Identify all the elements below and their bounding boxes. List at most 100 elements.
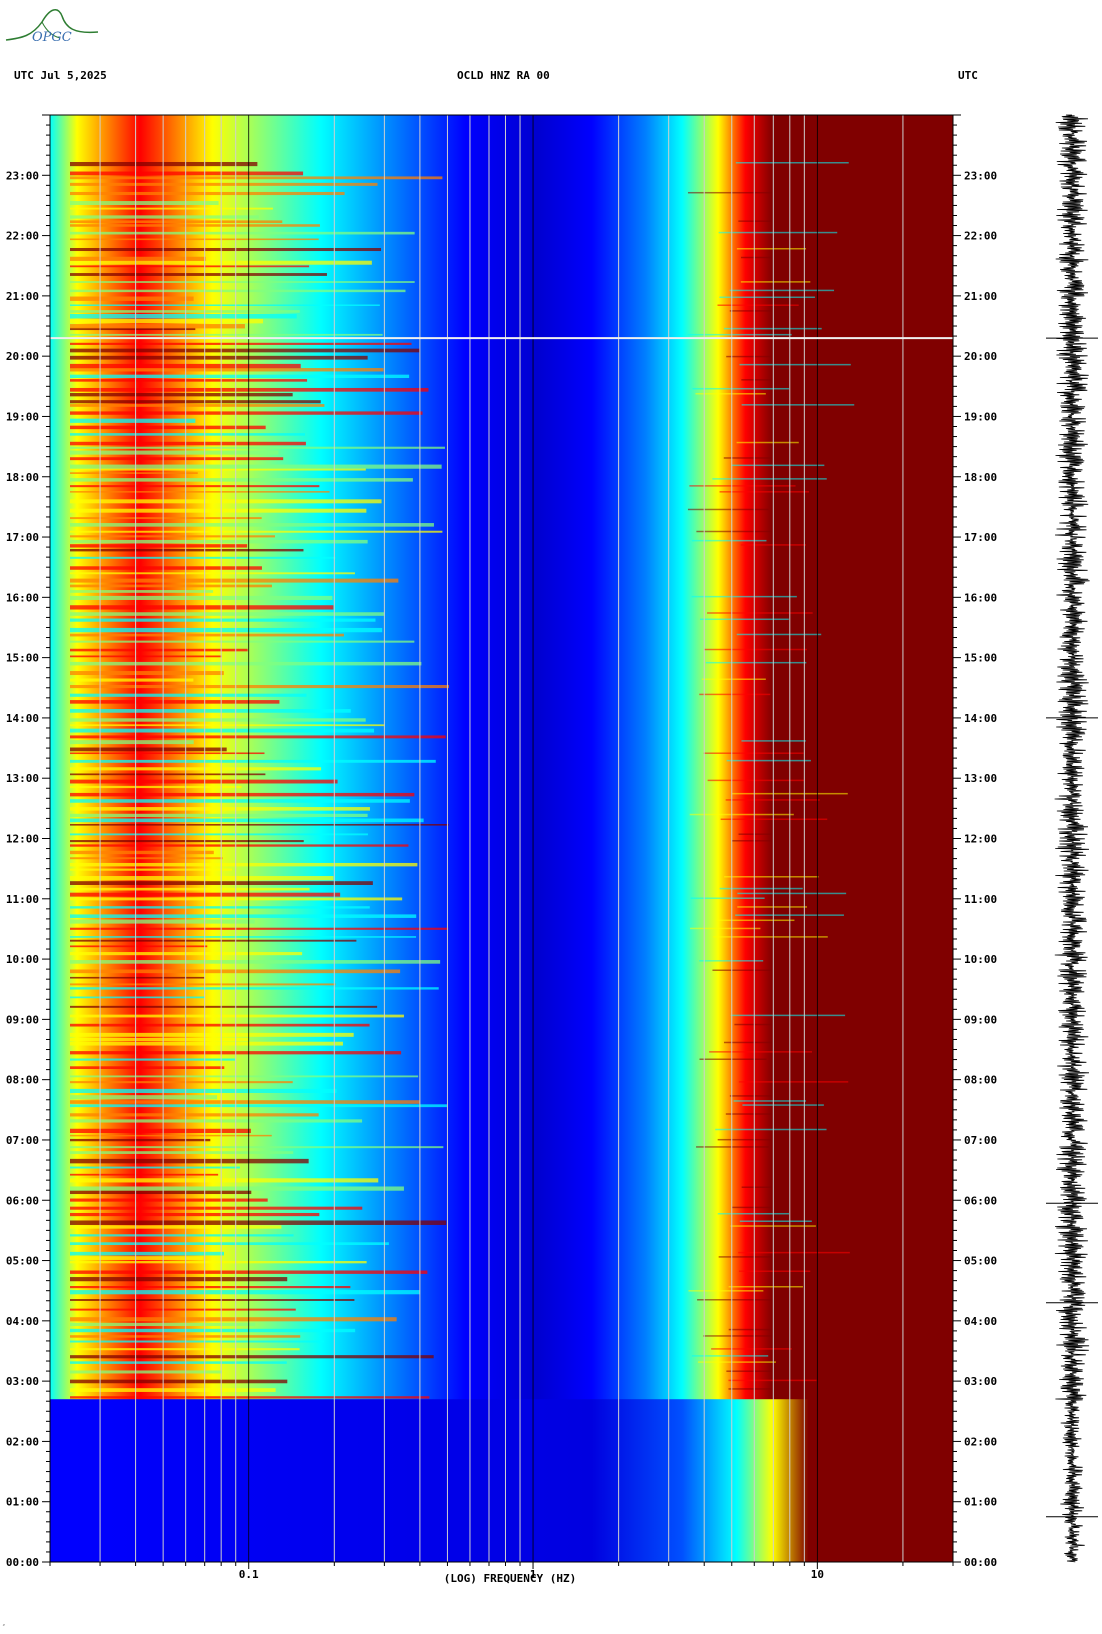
spectrogram-stripe bbox=[709, 1051, 813, 1053]
time-tick-label-right: 17:00 bbox=[964, 531, 997, 544]
time-tick-label-right: 01:00 bbox=[964, 1496, 997, 1509]
time-tick-label-right: 16:00 bbox=[964, 591, 997, 604]
time-tick-label-right: 20:00 bbox=[964, 350, 997, 363]
spectrogram-stripe bbox=[70, 176, 443, 180]
spectrogram-stripe bbox=[70, 468, 366, 471]
spectrogram-stripe bbox=[70, 485, 320, 488]
spectrogram-stripe bbox=[70, 1173, 219, 1176]
spectrogram-stripe bbox=[736, 441, 799, 444]
spectrogram-stripe bbox=[70, 767, 322, 771]
spectrogram-stripe bbox=[70, 1348, 300, 1351]
spectrogram-stripe bbox=[70, 590, 214, 593]
spectrogram-stripe bbox=[70, 728, 375, 733]
spectrogram-stripe bbox=[70, 1066, 225, 1069]
spectrogram-stripe bbox=[70, 799, 410, 803]
spectrogram-stripe bbox=[70, 807, 370, 811]
spectrogram-stripe bbox=[70, 379, 308, 382]
time-tick-label-left: 17:00 bbox=[6, 531, 39, 544]
spectrogram-stripe bbox=[70, 368, 384, 372]
spectrogram-stripe bbox=[741, 1186, 804, 1188]
time-tick-label-right: 11:00 bbox=[964, 893, 997, 906]
spectrogram-stripe bbox=[70, 1041, 343, 1046]
spectrogram-stripe bbox=[70, 1190, 252, 1195]
spectrogram-stripe bbox=[687, 333, 792, 336]
spectrogram-stripe bbox=[70, 433, 306, 436]
spectrogram-stripe bbox=[70, 1396, 430, 1399]
spectrogram-stripe bbox=[70, 1242, 389, 1246]
spectrogram-stripe bbox=[703, 1335, 818, 1337]
spectrogram-stripe bbox=[70, 289, 406, 293]
time-tick-label-left: 09:00 bbox=[6, 1013, 39, 1026]
spectrogram-stripe bbox=[70, 238, 319, 241]
spectrogram-stripe bbox=[723, 327, 822, 330]
time-tick-label-right: 07:00 bbox=[964, 1134, 997, 1147]
spectrogram-stripe bbox=[70, 823, 449, 826]
spectrogram-stripe bbox=[70, 684, 449, 689]
spectrogram-stripe bbox=[699, 1058, 767, 1060]
seismogram-trace bbox=[1046, 114, 1098, 1563]
time-tick-label-right: 13:00 bbox=[964, 772, 997, 785]
spectrogram-stripe bbox=[70, 700, 280, 704]
spectrogram-stripe bbox=[70, 348, 420, 353]
opgc-logo: OPGC bbox=[5, 9, 99, 44]
spectrogram-stripe bbox=[70, 1186, 404, 1191]
spectrogram-stripe bbox=[70, 1277, 288, 1282]
spectrogram-stripe bbox=[70, 987, 439, 990]
spectrogram-stripe bbox=[70, 1113, 319, 1117]
spectrogram-stripe bbox=[70, 418, 196, 423]
time-tick-label-right: 09:00 bbox=[964, 1013, 997, 1026]
spectrogram-stripe bbox=[70, 939, 357, 942]
spectrogram-stripe bbox=[70, 296, 194, 301]
spectrogram-stripe bbox=[696, 1146, 769, 1148]
spectrogram-stripe bbox=[735, 161, 849, 164]
time-tick-label-right: 06:00 bbox=[964, 1194, 997, 1207]
spectrogram-stripe bbox=[70, 759, 436, 763]
spectrogram-stripe bbox=[738, 833, 834, 835]
time-tick-label-right: 23:00 bbox=[964, 169, 997, 182]
spectrogram-stripe bbox=[687, 508, 769, 511]
spectrogram-stripe bbox=[739, 1220, 812, 1222]
spectrogram-stripe bbox=[70, 478, 413, 482]
spectrogram-stripe bbox=[70, 273, 327, 276]
frequency-tick-label: 0.1 bbox=[239, 1568, 259, 1581]
time-tick-label-left: 06:00 bbox=[6, 1194, 39, 1207]
spectrogram-stripe bbox=[719, 887, 803, 890]
spectrogram-stripe bbox=[70, 281, 415, 283]
spectrogram-stripe bbox=[70, 1119, 363, 1123]
time-tick-label-left: 03:00 bbox=[6, 1375, 39, 1388]
spectrogram-stripe bbox=[703, 752, 804, 754]
spectrogram-stripe bbox=[726, 355, 829, 358]
spectrogram-stripe bbox=[70, 661, 422, 666]
spectrogram-stripe bbox=[689, 813, 794, 816]
spectrogram-stripe bbox=[713, 936, 828, 938]
spectrogram-stripe bbox=[70, 319, 263, 324]
spectrogram-stripe bbox=[70, 508, 367, 513]
spectrogram-stripe bbox=[70, 400, 321, 404]
spectrogram-stripe bbox=[725, 799, 820, 801]
spectrogram-stripe bbox=[70, 779, 338, 784]
time-tick-label-left: 11:00 bbox=[6, 893, 39, 906]
logo-text: OPGC bbox=[32, 30, 72, 44]
spectrogram-stripe bbox=[70, 566, 262, 570]
time-tick-label-left: 21:00 bbox=[6, 290, 39, 303]
spectrogram-stripe bbox=[738, 220, 807, 222]
spectrogram-stripe bbox=[70, 411, 423, 415]
spectrogram-stripe bbox=[728, 1285, 803, 1288]
spectrogram-stripe bbox=[690, 897, 765, 899]
spectrogram-stripe bbox=[690, 927, 761, 930]
time-tick-label-right: 22:00 bbox=[964, 230, 997, 243]
spectrogram-stripe bbox=[70, 740, 194, 745]
spectrogram-stripe bbox=[70, 342, 412, 345]
spectrogram-stripe bbox=[699, 960, 764, 962]
spectrogram-stripe bbox=[70, 709, 351, 713]
spectrogram-stripe bbox=[691, 1355, 769, 1357]
spectrogram-stripe bbox=[70, 1234, 294, 1237]
spectrogram-stripe bbox=[70, 627, 383, 633]
spectrogram-stripe bbox=[70, 314, 297, 319]
spectrogram-stripe bbox=[70, 1370, 222, 1374]
spectrogram-stripe bbox=[70, 1285, 351, 1289]
spectrogram-stripe bbox=[730, 1014, 846, 1017]
spectrogram-stripe bbox=[720, 818, 828, 821]
spectrogram-stripe bbox=[70, 441, 306, 446]
